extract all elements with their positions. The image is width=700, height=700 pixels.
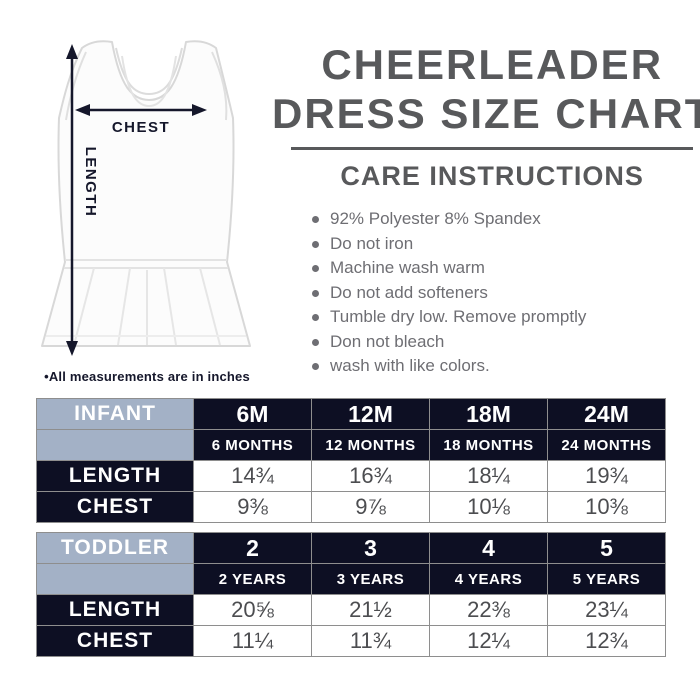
row-label-cell: LENGTH <box>36 594 194 626</box>
size-value-cell: 10⅛ <box>429 491 548 523</box>
size-value-cell: 21½ <box>311 594 430 626</box>
care-item-text: wash with like colors. <box>330 356 490 375</box>
toddler-size-table: TODDLER 2 3 4 5 2 YEARS 3 YEARS 4 YEARS … <box>36 532 666 657</box>
size-name-cell: 4 YEARS <box>429 563 548 595</box>
size-value-cell: 20⅝ <box>193 594 312 626</box>
care-item-text: 92% Polyester 8% Spandex <box>330 209 541 228</box>
care-item: 92% Polyester 8% Spandex <box>312 207 700 232</box>
care-item-text: Do not add softeners <box>330 282 488 302</box>
row-label-cell: CHEST <box>36 625 194 657</box>
table-row: CHEST 9⅜ 9⅞ 10⅛ 10⅜ <box>36 491 666 523</box>
size-value-cell: 10⅜ <box>547 491 666 523</box>
size-value-cell: 9⅞ <box>311 491 430 523</box>
table-row: LENGTH 20⅝ 21½ 22⅜ 23¼ <box>36 594 666 626</box>
section-spacer-cell <box>36 429 194 461</box>
size-name-cell: 5 YEARS <box>547 563 666 595</box>
bullet-icon <box>312 240 319 248</box>
size-code-cell: 18M <box>429 398 548 430</box>
size-value-cell: 23¼ <box>547 594 666 626</box>
care-item: wash with like colors. <box>312 354 700 379</box>
row-label-cell: LENGTH <box>36 460 194 492</box>
size-code-cell: 12M <box>311 398 430 430</box>
size-code-cell: 2 <box>193 532 312 564</box>
length-arrow <box>66 44 78 356</box>
section-spacer-cell <box>36 563 194 595</box>
size-name-cell: 12 MONTHS <box>311 429 430 461</box>
row-label-cell: CHEST <box>36 491 194 523</box>
collar-line <box>115 47 183 96</box>
table-row: 6 MONTHS 12 MONTHS 18 MONTHS 24 MONTHS <box>36 429 666 461</box>
size-value-cell: 12¼ <box>429 625 548 657</box>
bullet-icon <box>312 363 319 370</box>
size-name-cell: 6 MONTHS <box>193 429 312 461</box>
top-section: LENGTH CHEST •All measurements are in in… <box>28 34 700 384</box>
care-item: Do not iron <box>312 232 700 257</box>
care-item-text: Tumble dry low. Remove promptly <box>330 307 587 326</box>
size-value-cell: 18¼ <box>429 460 548 492</box>
table-row: CHEST 11¼ 11¾ 12¼ 12¾ <box>36 625 666 657</box>
table-row: LENGTH 14¾ 16¾ 18¼ 19¾ <box>36 460 666 492</box>
size-name-cell: 2 YEARS <box>193 563 312 595</box>
size-code-cell: 4 <box>429 532 548 564</box>
size-value-cell: 12¾ <box>547 625 666 657</box>
size-code-cell: 6M <box>193 398 312 430</box>
care-item-text: Do not iron <box>330 233 414 253</box>
size-value-cell: 16¾ <box>311 460 430 492</box>
care-item: Machine wash warm <box>312 256 700 281</box>
size-value-cell: 19¾ <box>547 460 666 492</box>
pleat-lines <box>73 267 221 346</box>
infant-size-table: INFANT 6M 12M 18M 24M 6 MONTHS 12 MONTHS… <box>36 398 666 523</box>
chest-arrow <box>75 104 207 116</box>
care-instructions-heading: CARE INSTRUCTIONS <box>340 161 644 191</box>
page-title-line-2: DRESS SIZE CHART <box>272 90 700 137</box>
care-item-text: Machine wash warm <box>330 258 485 277</box>
size-name-cell: 3 YEARS <box>311 563 430 595</box>
measurements-note: •All measurements are in inches <box>44 369 250 384</box>
left-armhole-line <box>65 51 87 121</box>
care-item: Don not bleach <box>312 330 700 355</box>
table-row: TODDLER 2 3 4 5 <box>36 532 666 564</box>
size-value-cell: 9⅜ <box>193 491 312 523</box>
table-row: 2 YEARS 3 YEARS 4 YEARS 5 YEARS <box>36 563 666 595</box>
bullet-icon <box>312 265 319 272</box>
page-title-line-1: CHEERLEADER <box>321 41 664 88</box>
size-code-cell: 5 <box>547 532 666 564</box>
bullet-icon <box>312 338 319 346</box>
bullet-icon <box>312 289 319 297</box>
size-value-cell: 14¾ <box>193 460 312 492</box>
care-item: Do not add softeners <box>312 281 700 306</box>
size-code-cell: 3 <box>311 532 430 564</box>
size-value-cell: 11¼ <box>193 625 312 657</box>
right-armhole-line <box>211 51 228 121</box>
size-tables: INFANT 6M 12M 18M 24M 6 MONTHS 12 MONTHS… <box>36 398 700 657</box>
section-header-cell: TODDLER <box>36 532 194 564</box>
section-header-cell: INFANT <box>36 398 194 430</box>
size-name-cell: 18 MONTHS <box>429 429 548 461</box>
chest-label: CHEST <box>112 119 170 136</box>
size-code-cell: 24M <box>547 398 666 430</box>
table-row: INFANT 6M 12M 18M 24M <box>36 398 666 430</box>
bullet-icon <box>312 314 319 321</box>
size-value-cell: 22⅜ <box>429 594 548 626</box>
care-item-text: Don not bleach <box>330 331 445 351</box>
care-instructions-list: 92% Polyester 8% Spandex Do not iron Mac… <box>312 207 700 379</box>
bullet-icon <box>312 216 319 223</box>
collar-inner-line <box>121 55 177 108</box>
info-panel: CHEERLEADER DRESS SIZE CHART CARE INSTRU… <box>266 34 700 384</box>
title-underline <box>291 147 694 150</box>
dress-diagram: LENGTH CHEST •All measurements are in in… <box>28 34 266 384</box>
dress-illustration: LENGTH CHEST <box>41 40 251 356</box>
size-name-cell: 24 MONTHS <box>547 429 666 461</box>
care-item: Tumble dry low. Remove promptly <box>312 305 700 330</box>
size-value-cell: 11¾ <box>311 625 430 657</box>
length-label: LENGTH <box>82 147 99 218</box>
